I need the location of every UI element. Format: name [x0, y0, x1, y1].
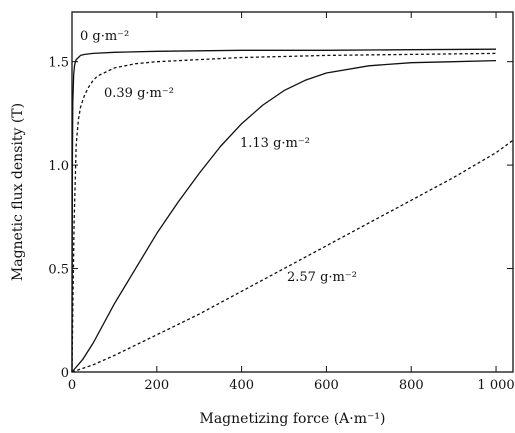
y-axis-label: Magnetic flux density (T)	[10, 103, 26, 281]
series-group	[71, 48, 514, 373]
ticks-group: 0 200 400 600 800 1 000 0 0.5 1.0 1.5	[48, 12, 515, 393]
x-tick-label: 1 000	[477, 378, 514, 393]
x-tick-label: 800	[399, 378, 424, 393]
series-label-2-57g: 2.57 g·m⁻²	[287, 270, 357, 285]
series-label-0g: 0 g·m⁻²	[80, 29, 129, 44]
series-line-2	[71, 59, 497, 373]
y-tick-label: 0	[61, 366, 69, 381]
y-tick-label: 1.0	[48, 159, 69, 174]
y-tick-label: 0.5	[48, 263, 69, 278]
x-axis-label: Magnetizing force (A·m⁻¹)	[200, 411, 386, 427]
x-tick-label: 200	[144, 378, 169, 393]
x-tick-label: 400	[229, 378, 254, 393]
x-tick-label: 0	[68, 378, 76, 393]
x-tick-label: 600	[314, 378, 339, 393]
y-tick-label: 1.5	[48, 56, 69, 71]
series-line-0	[71, 48, 497, 373]
series-line-3	[71, 139, 514, 373]
series-label-1-13g: 1.13 g·m⁻²	[240, 136, 310, 151]
series-line-1	[71, 52, 497, 373]
plot-frame	[71, 11, 514, 373]
series-label-0-39g: 0.39 g·m⁻²	[104, 86, 174, 101]
